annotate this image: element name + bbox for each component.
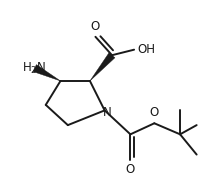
Polygon shape xyxy=(33,65,60,81)
Text: O: O xyxy=(90,20,99,33)
Text: H$_2$N: H$_2$N xyxy=(22,61,46,76)
Text: OH: OH xyxy=(138,43,156,56)
Text: N: N xyxy=(103,106,112,119)
Text: O: O xyxy=(126,163,135,176)
Polygon shape xyxy=(90,53,115,81)
Text: O: O xyxy=(150,106,159,119)
